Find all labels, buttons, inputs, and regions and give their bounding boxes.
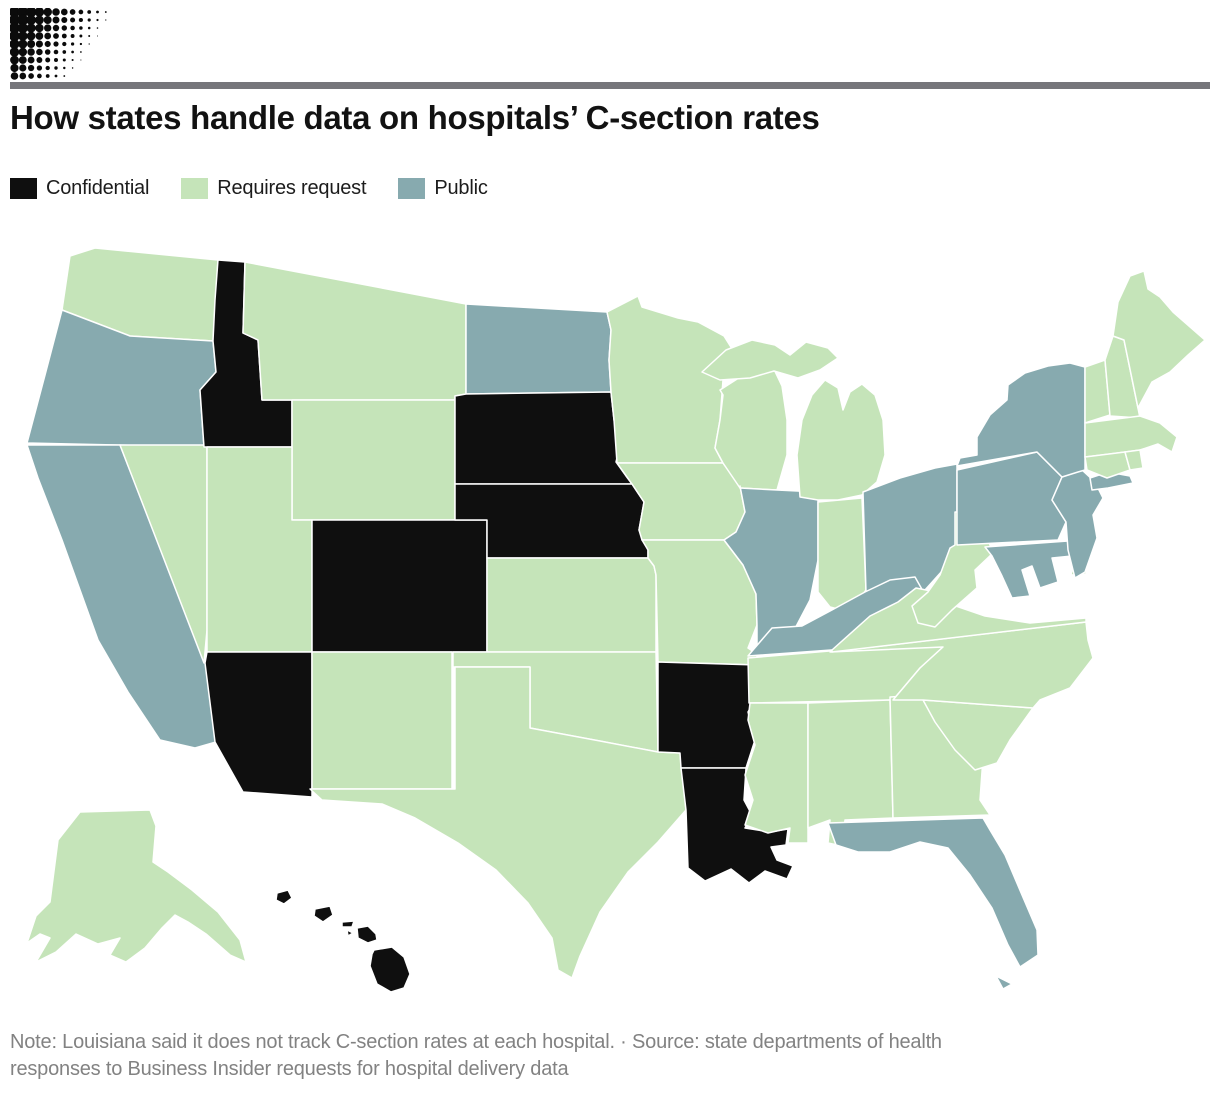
legend-item-requires-request: Requires request	[181, 177, 367, 200]
legend-label-requires-request: Requires request	[217, 177, 367, 199]
legend-swatch-public	[398, 178, 426, 199]
state-AK	[26, 809, 247, 963]
state-SD	[454, 391, 633, 485]
state-NM	[311, 651, 453, 790]
state-CO	[311, 519, 488, 653]
state-RI	[1124, 449, 1144, 471]
legend-item-public: Public	[398, 177, 488, 200]
state-WY	[291, 399, 456, 521]
state-AZ	[204, 651, 313, 798]
state-ND	[465, 303, 612, 395]
state-NC	[829, 621, 1094, 709]
state-AR	[657, 661, 759, 769]
legend-swatch-requires-request	[181, 178, 209, 199]
state-FL	[827, 817, 1039, 990]
state-SC	[922, 699, 1034, 771]
source-note-line2: responses to Business Insider requests f…	[10, 1058, 569, 1080]
legend-label-confidential: Confidential	[46, 177, 150, 199]
chart-title: How states handle data on hospitals’ C-s…	[10, 99, 820, 136]
state-VA	[831, 587, 1087, 653]
legend-item-confidential: Confidential	[10, 177, 149, 200]
state-KS	[486, 557, 657, 653]
state-MD	[984, 540, 1073, 599]
legend-label-public: Public	[434, 177, 488, 199]
state-PA	[956, 451, 1067, 546]
state-MI	[701, 339, 886, 501]
source-note-line1: Note: Louisiana said it does not track C…	[10, 1031, 942, 1053]
state-CT	[1084, 451, 1131, 479]
state-MT	[242, 261, 467, 401]
state-TX	[309, 666, 687, 979]
brand-logo	[10, 8, 107, 80]
state-HI	[275, 889, 411, 993]
legend-swatch-confidential	[10, 178, 37, 199]
state-MS	[744, 702, 809, 844]
legend: Confidential Requires request Public	[10, 177, 520, 200]
source-note: Note: Louisiana said it does not track C…	[10, 1029, 1200, 1083]
state-ME	[1112, 270, 1206, 409]
header-rule	[10, 82, 1210, 89]
